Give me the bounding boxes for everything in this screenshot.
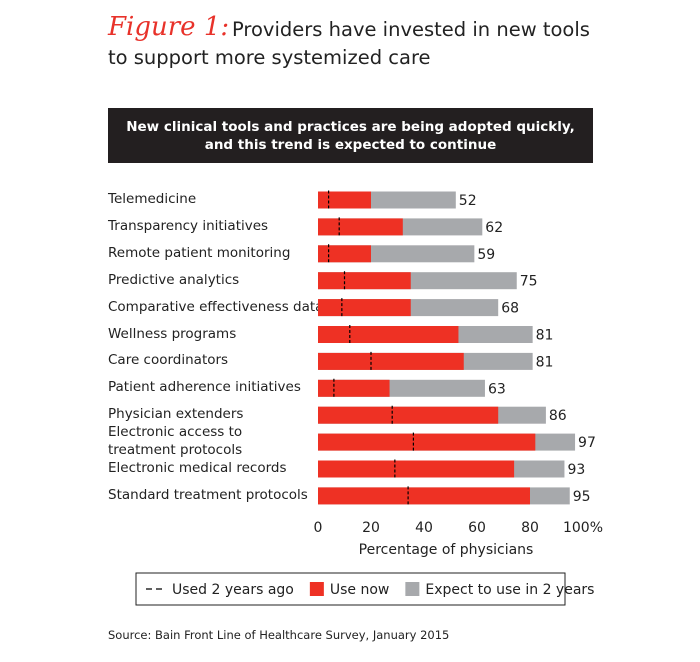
category-label: Wellness programs <box>108 325 237 342</box>
category-label: Transparency initiatives <box>108 217 269 234</box>
bar <box>318 191 371 209</box>
category-label: Remote patient monitoring <box>108 244 291 261</box>
subtitle-banner: New clinical tools and practices are bei… <box>108 108 593 163</box>
category-label: Physician extenders <box>108 406 244 423</box>
bar <box>318 487 530 505</box>
category-label: Standard treatment protocols <box>108 486 308 503</box>
value-label: 59 <box>477 247 495 263</box>
category-label: Patient adherence initiatives <box>108 379 301 396</box>
value-label: 52 <box>459 193 477 209</box>
category-label: Electronic medical records <box>108 460 287 476</box>
bar <box>318 272 411 290</box>
value-label: 97 <box>578 435 596 451</box>
bar <box>318 352 464 370</box>
value-label: 75 <box>520 274 538 290</box>
value-label: 95 <box>573 489 591 505</box>
x-tick-label: 20 <box>362 520 380 536</box>
x-tick-label: 100% <box>563 520 603 536</box>
legend-box <box>135 572 566 606</box>
source-note: Source: Bain Front Line of Healthcare Su… <box>108 628 450 642</box>
legend-symbol <box>405 582 420 596</box>
bar <box>318 406 499 424</box>
figure-label: Figure 1: <box>108 12 230 42</box>
category-label: Care coordinators <box>108 352 229 369</box>
bar <box>318 460 515 478</box>
x-tick-label: 40 <box>415 520 433 536</box>
value-label: 86 <box>549 408 567 424</box>
chart-title: Providers have invested in new tools to … <box>108 18 590 69</box>
value-label: 62 <box>485 220 503 236</box>
x-tick-label: 0 <box>314 520 323 536</box>
x-tick-label: 80 <box>521 520 539 536</box>
legend-label: Use now <box>330 582 390 598</box>
x-axis-label: Percentage of physicians <box>359 542 534 558</box>
legend-label: Used 2 years ago <box>172 582 294 598</box>
category-label: Electronic access to treatment protocols <box>108 424 243 459</box>
value-label: 63 <box>488 381 506 397</box>
value-label: 81 <box>536 328 554 344</box>
category-label: Predictive analytics <box>108 271 240 288</box>
value-label: 68 <box>501 301 519 317</box>
bar <box>318 433 536 451</box>
bar <box>318 299 411 317</box>
bar <box>318 379 390 397</box>
legend-symbol <box>309 582 324 596</box>
category-label: Comparative effectiveness data <box>108 298 324 315</box>
bar <box>318 245 371 263</box>
category-label: Telemedicine <box>108 191 197 207</box>
value-label: 93 <box>567 462 585 478</box>
legend-label: Expect to use in 2 years <box>425 582 594 598</box>
bar <box>318 326 459 343</box>
x-tick-label: 60 <box>468 520 486 536</box>
bar <box>318 218 403 236</box>
value-label: 81 <box>536 354 554 370</box>
